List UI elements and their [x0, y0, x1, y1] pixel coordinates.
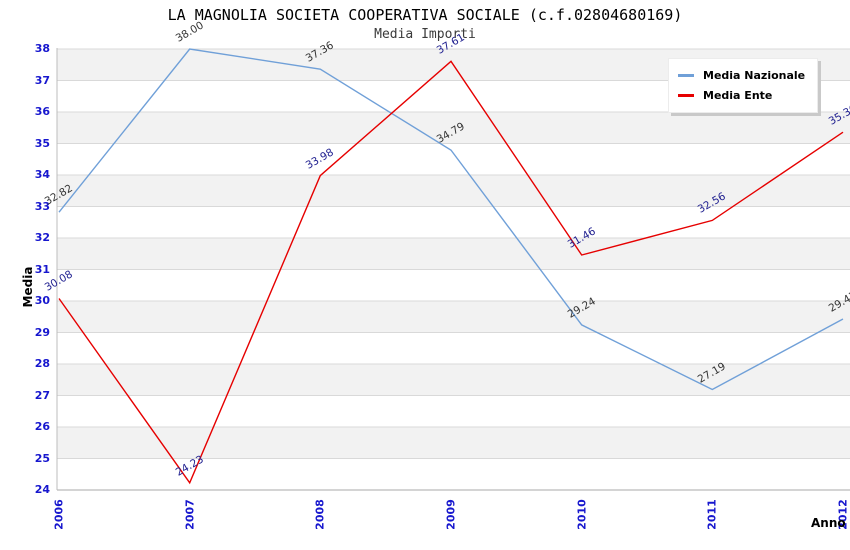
plot-band: [57, 364, 850, 396]
plot-band: [57, 269, 850, 301]
plot-band: [57, 427, 850, 459]
chart-title: LA MAGNOLIA SOCIETA COOPERATIVA SOCIALE …: [167, 6, 683, 24]
plot-band: [57, 112, 850, 144]
series-line-0: [58, 48, 844, 391]
y-tick-label: 24: [34, 483, 50, 496]
y-tick-label: 36: [34, 105, 50, 118]
y-tick-label: 26: [34, 420, 50, 433]
plot-band: [57, 143, 850, 175]
legend-label: Media Nazionale: [703, 68, 806, 82]
plot-band: [57, 238, 850, 270]
plot-band: [57, 175, 850, 207]
x-tick-label: 2009: [444, 499, 458, 530]
y-tick-label: 35: [34, 136, 50, 150]
legend-item-media-nazionale: Media Nazionale: [678, 65, 805, 85]
x-tick-label: 2006: [52, 499, 66, 530]
nazionale-line-swatch-icon: [678, 73, 694, 77]
series-line-1: [58, 60, 844, 485]
plot-band: [57, 395, 850, 427]
legend: Media Nazionale Media Ente: [668, 58, 819, 113]
y-tick-label: 34: [34, 168, 50, 181]
y-tick-label: 30: [34, 294, 50, 307]
y-tick-label: 37: [34, 73, 50, 87]
y-tick-label: 25: [34, 451, 50, 465]
legend-label: Media Ente: [703, 88, 773, 102]
y-tick-label: 29: [34, 325, 50, 339]
x-tick-label: 2011: [705, 499, 719, 530]
y-tick-label: 28: [34, 357, 50, 370]
x-tick-label: 2010: [575, 499, 589, 530]
chart-subtitle: Media Importi: [374, 27, 476, 42]
plot-band: [57, 458, 850, 490]
x-tick-label: 2008: [313, 499, 327, 530]
y-tick-label: 38: [34, 42, 50, 55]
plot-band: [57, 301, 850, 333]
x-axis-title: Anno: [811, 516, 846, 530]
plot-band: [57, 206, 850, 238]
ente-line-swatch-icon: [678, 93, 694, 97]
x-tick-label: 2007: [183, 499, 197, 530]
y-tick-label: 32: [34, 231, 50, 244]
y-tick-label: 31: [34, 262, 50, 276]
legend-item-media-ente: Media Ente: [678, 85, 805, 105]
plot-band: [57, 332, 850, 364]
y-tick-label: 27: [34, 388, 50, 402]
y-axis-title: Media: [21, 266, 35, 308]
y-tick-label: 33: [34, 199, 50, 213]
